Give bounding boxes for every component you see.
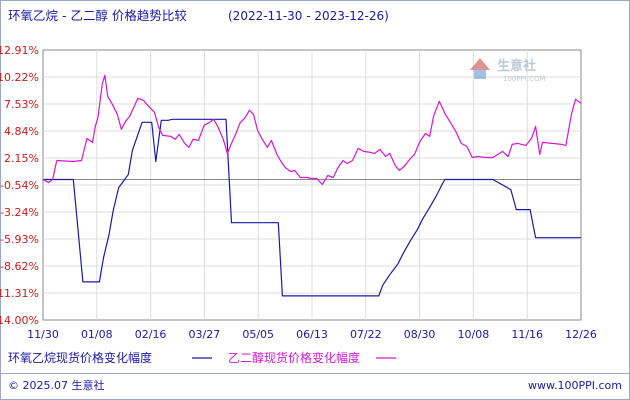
footer-site: www.100PPI.com [528, 379, 622, 392]
x-tick-label: 06/13 [296, 328, 328, 341]
axes: 12.91% 10.22% 7.53% 4.84% 2.15% -0.54% -3.24% -… [0, 44, 597, 341]
legend-label-series2: 乙二醇现货价格变化幅度 [228, 350, 360, 365]
x-tick-label: 12/26 [565, 328, 597, 341]
x-tick-label: 02/16 [135, 328, 167, 341]
x-tick-label: 10/08 [458, 328, 490, 341]
watermark-logo: 生意社 100PPI.COM [470, 58, 546, 83]
y-tick-label: -3.24% [0, 206, 39, 219]
y-tick-label: -8.62% [0, 260, 39, 273]
y-tick-label: -14.00% [0, 314, 39, 327]
x-tick-label: 11/16 [511, 328, 543, 341]
chart-date-range: (2022-11-30 - 2023-12-26) [228, 9, 389, 23]
legend: 环氧乙烷现货价格变化幅度 乙二醇现货价格变化幅度 [8, 350, 396, 365]
y-tick-label: 4.84% [4, 125, 39, 138]
logo-roof-icon [470, 58, 490, 70]
footer-copyright: © 2025.07 生意社 [8, 378, 104, 392]
logo-text: 生意社 [497, 58, 536, 74]
series-line-2 [42, 74, 582, 186]
x-tick-label: 05/05 [242, 328, 274, 341]
y-tick-label: 2.15% [4, 152, 39, 165]
x-tick-label: 03/27 [189, 328, 221, 341]
x-tick-label: 01/08 [81, 328, 113, 341]
y-tick-label: 12.91% [0, 44, 39, 57]
y-tick-label: 7.53% [4, 98, 39, 111]
grid [42, 49, 582, 321]
chart-title: 环氧乙烷 - 乙二醇 价格趋势比较 [8, 8, 187, 23]
y-tick-label: -0.54% [0, 179, 39, 192]
y-tick-label: -5.93% [0, 233, 39, 246]
x-tick-label: 07/22 [350, 328, 382, 341]
logo-house-icon [474, 70, 486, 79]
y-tick-label: -11.31% [0, 287, 39, 300]
x-tick-label: 11/30 [27, 328, 59, 341]
y-tick-label: 10.22% [0, 71, 39, 84]
series-line-1 [43, 118, 581, 297]
x-tick-label: 08/30 [404, 328, 436, 341]
logo-url: 100PPI.COM [503, 75, 546, 83]
legend-label-series1: 环氧乙烷现货价格变化幅度 [8, 350, 152, 365]
series-lines [42, 74, 582, 297]
